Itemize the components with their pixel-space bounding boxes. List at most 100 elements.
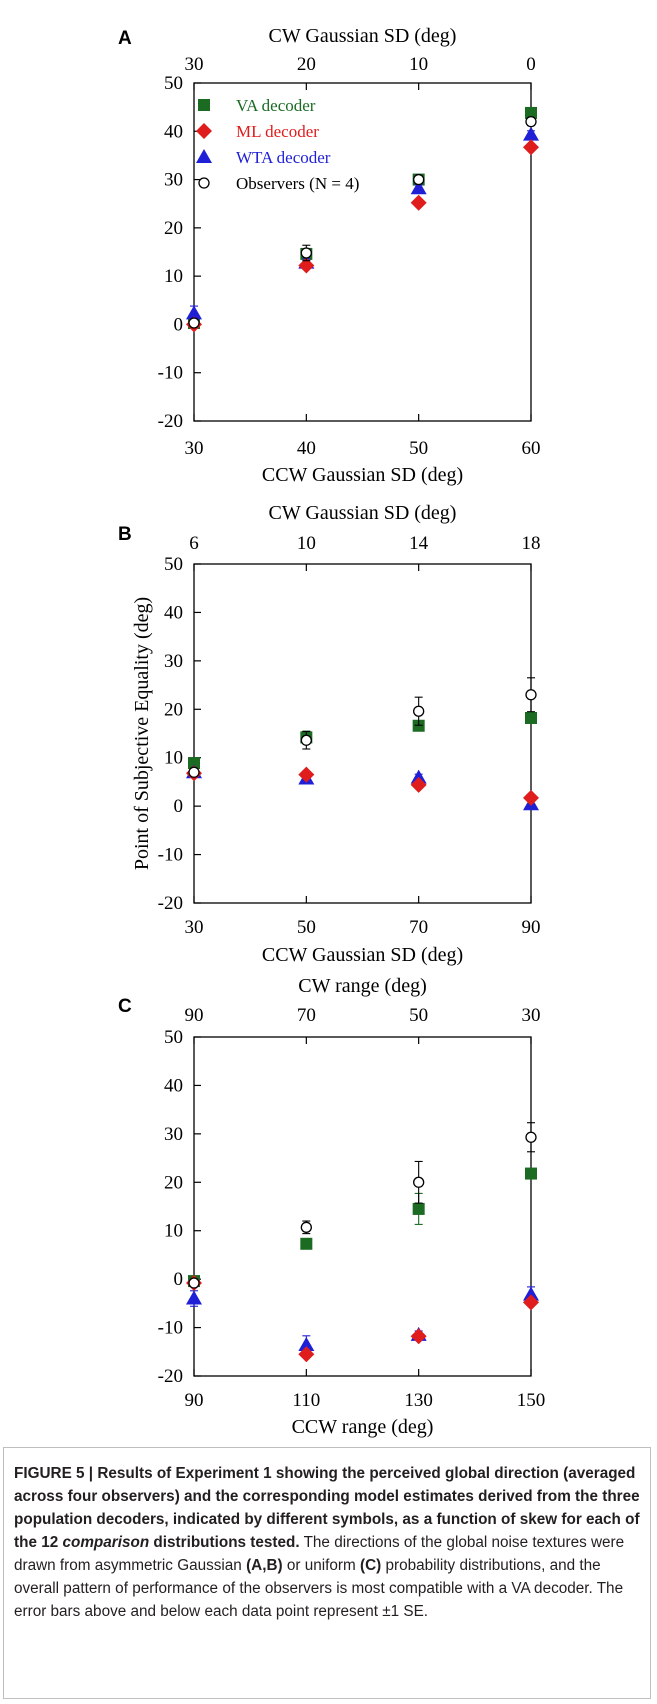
x-tick-label: 50 bbox=[297, 917, 316, 938]
x-top-axis-title: CW range (deg) bbox=[298, 975, 426, 997]
data-point bbox=[410, 769, 427, 784]
y-tick-label: 40 bbox=[164, 1075, 183, 1096]
data-point bbox=[300, 247, 312, 259]
panel-letter-a: A bbox=[118, 28, 132, 49]
data-point bbox=[188, 1277, 200, 1289]
data-point bbox=[412, 1202, 425, 1215]
x-tick-label: 60 bbox=[522, 438, 541, 459]
figure-caption: FIGURE 5 | Results of Experiment 1 showi… bbox=[3, 1447, 651, 1699]
legend: VA decoder ML decoder WTA decoder Observers… bbox=[196, 96, 359, 193]
plot-frame bbox=[193, 1036, 532, 1377]
data-point bbox=[525, 712, 537, 725]
data-point bbox=[188, 757, 200, 770]
x-top-tick-label: 90 bbox=[185, 1005, 204, 1026]
data-point bbox=[300, 1237, 313, 1250]
caption-lead-italic: comparison bbox=[62, 1534, 150, 1551]
caption-body-3: probability distributions, and the overa… bbox=[14, 1557, 624, 1620]
legend-marker bbox=[196, 123, 212, 139]
x-tick-label: 130 bbox=[404, 1390, 433, 1411]
x-tick-label: 30 bbox=[185, 917, 204, 938]
x-top-tick-label: 18 bbox=[522, 533, 541, 554]
y-tick-label: -20 bbox=[158, 411, 183, 432]
y-tick-label: 40 bbox=[164, 121, 183, 142]
y-tick-label: 50 bbox=[164, 1027, 183, 1048]
x-top-tick-label: 50 bbox=[409, 1005, 428, 1026]
y-tick-label: 10 bbox=[164, 266, 183, 287]
x-top-tick-label: 20 bbox=[297, 54, 316, 75]
data-point bbox=[300, 734, 312, 746]
data-point bbox=[525, 115, 537, 128]
x-axis-title: CCW Gaussian SD (deg) bbox=[262, 464, 463, 486]
legend-label: WTA decoder bbox=[236, 148, 331, 167]
y-tick-label: -10 bbox=[158, 1318, 183, 1339]
data-point bbox=[298, 257, 315, 274]
x-top-axis-title: CW Gaussian SD (deg) bbox=[269, 502, 457, 524]
series-observers-n-4 bbox=[188, 677, 537, 778]
series-wta-decoder bbox=[186, 1286, 539, 1355]
data-point bbox=[413, 705, 425, 717]
legend-marker bbox=[198, 99, 210, 111]
y-tick-label: 10 bbox=[164, 1221, 183, 1242]
data-point bbox=[523, 789, 539, 806]
data-point bbox=[186, 1290, 202, 1305]
data-point bbox=[410, 776, 427, 793]
x-top-tick-label: 10 bbox=[409, 54, 428, 75]
x-tick-label: 110 bbox=[292, 1390, 320, 1411]
x-top-tick-label: 14 bbox=[409, 533, 429, 554]
caption-ref-c: (C) bbox=[359, 1557, 382, 1574]
data-point bbox=[523, 139, 539, 156]
y-tick-label: 30 bbox=[164, 651, 183, 672]
legend-label: ML decoder bbox=[236, 122, 319, 141]
y-tick-label: 20 bbox=[164, 699, 183, 720]
data-point bbox=[300, 1221, 312, 1233]
series-observers-n-4 bbox=[188, 1122, 537, 1289]
data-point bbox=[410, 1328, 427, 1345]
data-point bbox=[188, 766, 200, 778]
data-point bbox=[523, 1294, 539, 1311]
data-point bbox=[523, 126, 539, 141]
data-point bbox=[413, 1176, 425, 1188]
series-ml-decoder bbox=[186, 1275, 539, 1363]
x-axis-title: CCW range (deg) bbox=[292, 1416, 434, 1438]
x-top-tick-label: 10 bbox=[297, 533, 316, 554]
panel-letter-b: B bbox=[118, 524, 132, 545]
data-point bbox=[298, 1346, 315, 1363]
series-va-decoder bbox=[188, 712, 537, 770]
data-point bbox=[410, 180, 427, 195]
legend-marker bbox=[198, 177, 210, 189]
series-ml-decoder bbox=[186, 139, 539, 333]
x-tick-label: 40 bbox=[297, 438, 316, 459]
data-point bbox=[186, 305, 202, 320]
x-tick-label: 150 bbox=[517, 1390, 546, 1411]
y-tick-label: 30 bbox=[164, 1124, 183, 1145]
caption-lead: FIGURE 5 | Results of Experiment 1 showi… bbox=[14, 1465, 640, 1551]
x-top-tick-label: 70 bbox=[297, 1005, 316, 1026]
data-point bbox=[413, 173, 425, 186]
y-tick-label: 50 bbox=[164, 73, 183, 94]
data-point bbox=[298, 766, 315, 783]
x-tick-label: 90 bbox=[185, 1390, 204, 1411]
legend-label: VA decoder bbox=[236, 96, 316, 115]
x-top-tick-label: 30 bbox=[522, 1005, 541, 1026]
x-axis-title: CCW Gaussian SD (deg) bbox=[262, 944, 463, 966]
y-tick-label: 0 bbox=[174, 1269, 184, 1290]
y-tick-label: 20 bbox=[164, 1172, 183, 1193]
y-tick-label: 0 bbox=[174, 314, 184, 335]
y-tick-label: 0 bbox=[174, 796, 184, 817]
data-point bbox=[298, 1337, 315, 1352]
y-tick-label: -20 bbox=[158, 893, 183, 914]
caption-body-2: or uniform bbox=[282, 1557, 360, 1574]
x-tick-label: 90 bbox=[522, 917, 541, 938]
data-point bbox=[525, 689, 537, 701]
series-ml-decoder bbox=[186, 765, 539, 806]
plot-frame bbox=[193, 563, 532, 904]
x-top-tick-label: 30 bbox=[185, 54, 204, 75]
y-tick-label: 10 bbox=[164, 748, 183, 769]
x-top-axis-title: CW Gaussian SD (deg) bbox=[269, 25, 457, 47]
data-point bbox=[410, 194, 427, 211]
legend-marker bbox=[196, 149, 212, 163]
